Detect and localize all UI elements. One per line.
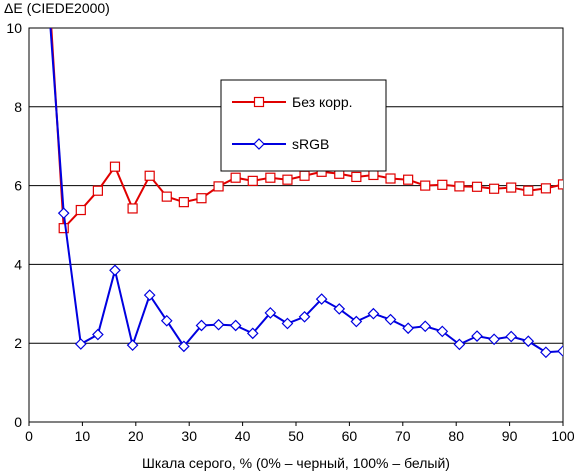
series-no-correction <box>50 28 563 234</box>
data-point <box>505 330 518 343</box>
data-point <box>195 319 208 332</box>
series-srgb <box>49 28 563 359</box>
data-point <box>453 338 466 351</box>
y-axis-title-group: ΔE (CIEDE2000) <box>4 0 110 16</box>
x-tick-label: 40 <box>235 428 251 444</box>
data-point <box>540 183 552 194</box>
data-point <box>265 172 276 183</box>
data-point <box>246 327 259 340</box>
data-point <box>109 264 121 277</box>
data-point <box>229 319 242 332</box>
x-tick-label: 60 <box>342 428 358 444</box>
data-point <box>540 346 552 359</box>
x-tick-label: 70 <box>395 428 411 444</box>
data-point <box>454 181 465 192</box>
data-point <box>315 293 328 305</box>
data-point <box>402 322 414 335</box>
x-tick-label: 90 <box>502 428 518 444</box>
y-tick-label: 10 <box>6 20 22 36</box>
y-tick-label: 4 <box>14 256 22 272</box>
data-point <box>253 96 265 108</box>
legend-item: Без корр. <box>232 94 353 110</box>
data-point <box>247 175 258 186</box>
data-point <box>282 174 293 185</box>
data-point <box>264 307 277 319</box>
data-point <box>161 191 172 202</box>
data-point <box>557 345 563 357</box>
x-tick-label: 50 <box>288 428 304 444</box>
data-point <box>58 223 69 234</box>
legend-item: sRGB <box>232 136 329 152</box>
data-point <box>437 179 448 190</box>
data-point <box>506 182 517 193</box>
data-point <box>419 320 432 333</box>
legend-label: Без корр. <box>292 94 353 110</box>
x-axis-title: Шкала серого, % (0% – черный, 100% – бел… <box>142 455 450 471</box>
data-point <box>385 173 396 184</box>
data-point <box>127 203 138 214</box>
data-point <box>178 340 190 353</box>
data-point <box>488 333 500 346</box>
x-tick-labels: 0 10 20 30 40 50 60 70 80 90 100 <box>25 422 574 444</box>
data-point <box>196 193 207 204</box>
data-point <box>75 204 86 216</box>
data-point <box>144 170 155 181</box>
data-point <box>143 289 156 301</box>
data-point <box>92 185 103 196</box>
y-axis-title: ΔE (CIEDE2000) <box>4 0 110 16</box>
data-point <box>57 207 70 220</box>
data-point <box>281 317 294 330</box>
y-tick-labels: 0 2 4 6 8 10 <box>6 20 22 430</box>
series-layer <box>49 28 563 359</box>
data-point <box>230 172 241 183</box>
data-point <box>384 313 397 326</box>
data-point <box>298 310 311 323</box>
data-point <box>351 171 362 183</box>
data-point <box>522 335 535 348</box>
data-point <box>367 307 380 320</box>
data-point <box>160 314 173 327</box>
data-point <box>489 183 500 194</box>
y-tick-label: 6 <box>14 178 22 194</box>
data-point <box>109 161 121 172</box>
y-tick-label: 0 <box>14 414 22 430</box>
data-point <box>523 185 534 196</box>
data-point <box>253 138 265 150</box>
x-tick-label: 30 <box>181 428 197 444</box>
x-tick-label: 80 <box>448 428 464 444</box>
data-point <box>420 180 431 191</box>
data-point <box>333 303 346 315</box>
x-tick-label: 0 <box>25 428 33 444</box>
data-point <box>92 328 104 341</box>
x-tick-label: 10 <box>75 428 91 444</box>
legend-box <box>220 79 387 172</box>
data-point <box>74 338 87 350</box>
data-point <box>126 339 139 352</box>
data-point <box>436 325 449 338</box>
data-point <box>299 170 310 181</box>
data-point <box>471 181 483 192</box>
y-tick-label: 8 <box>14 99 22 115</box>
data-point <box>178 197 189 208</box>
data-point <box>213 181 224 192</box>
data-point <box>350 315 363 328</box>
data-point <box>212 318 225 331</box>
y-tick-label: 2 <box>14 335 22 351</box>
x-tick-label: 100 <box>551 428 574 444</box>
data-point <box>403 174 414 185</box>
data-point <box>557 179 563 190</box>
data-point <box>368 169 379 181</box>
data-point <box>471 330 483 342</box>
legend-label: sRGB <box>292 136 329 152</box>
x-tick-label: 20 <box>128 428 144 444</box>
legend: Без корр. sRGB <box>220 79 387 172</box>
